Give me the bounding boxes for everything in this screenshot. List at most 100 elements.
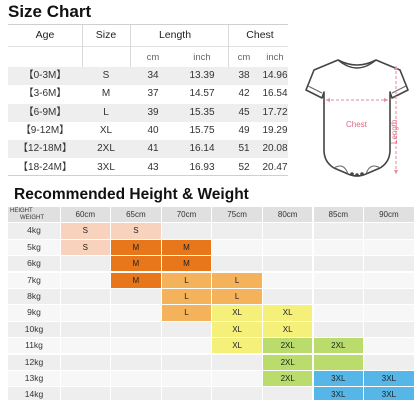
height-header-90cm: 90cm — [364, 207, 414, 222]
height-weight-title-part1: Recommended Height & — [14, 186, 198, 203]
size-recommendation-cell: L — [212, 289, 262, 305]
size-table-units-row: cm inch cm inch — [8, 46, 288, 67]
grid-empty-cell — [313, 305, 363, 321]
size-table-row: 【18-24M】 3XL 43 16.93 52 20.47 — [8, 159, 288, 177]
size-recommendation-cell: M — [161, 256, 212, 272]
height-header-60cm: 60cm — [60, 207, 110, 222]
size-recommendation-cell: L — [212, 272, 262, 288]
size-cell-length-cm: 37 — [147, 88, 159, 100]
size-cell-size: L — [103, 106, 109, 118]
grid-empty-cell — [263, 272, 313, 288]
size-recommendation-cell: XL — [212, 321, 262, 337]
size-cell-age: 【9-12M】 — [20, 124, 70, 136]
grid-empty-cell — [60, 272, 110, 288]
grid-empty-cell — [60, 289, 110, 305]
height-weight-title-part2: Weight — [197, 186, 249, 204]
header-age: Age — [35, 29, 55, 41]
grid-empty-cell — [364, 338, 414, 354]
size-cell-chest-inch: 19.29 — [262, 124, 288, 136]
size-cell-age: 【0-3M】 — [23, 70, 67, 81]
grid-empty-cell — [111, 387, 161, 400]
size-cell-length-inch: 13.39 — [189, 70, 215, 81]
size-recommendation-cell: 3XL — [364, 387, 414, 400]
size-cell-age: 【6-9M】 — [23, 106, 67, 118]
grid-empty-cell — [60, 371, 110, 387]
size-recommendation-cell: XL — [263, 305, 313, 321]
length-label: Length — [390, 119, 399, 144]
size-recommendation-cell: 3XL — [313, 371, 363, 387]
height-header-70cm: 70cm — [161, 207, 212, 222]
grid-empty-cell — [161, 338, 212, 354]
size-cell-length-inch: 15.35 — [189, 106, 215, 118]
size-cell-length-cm: 39 — [147, 106, 159, 118]
grid-empty-cell — [161, 387, 212, 400]
height-header-75cm: 75cm — [212, 207, 262, 222]
grid-empty-cell — [313, 239, 363, 255]
size-recommendation-cell: S — [60, 239, 110, 255]
size-cell-age: 【12-18M】 — [18, 143, 72, 155]
size-recommendation-cell: 2XL — [263, 371, 313, 387]
size-table-row: 【0-3M】 S 34 13.39 38 14.96 — [8, 67, 288, 86]
weight-header-9kg: 9kg — [8, 305, 60, 321]
size-recommendation-cell: 3XL — [313, 387, 363, 400]
size-cell-chest-cm: 51 — [238, 143, 250, 155]
grid-empty-cell — [60, 338, 110, 354]
header-chest: Chest — [246, 29, 274, 41]
size-cell-age: 【18-24M】 — [18, 161, 72, 173]
chest-label: Chest — [346, 120, 367, 129]
header-size: Size — [95, 29, 117, 41]
unit-chest-cm: cm — [237, 52, 251, 63]
grid-empty-cell — [313, 272, 363, 288]
size-chart-table: Age Size Length Chest cm inch cm inch 【0… — [8, 24, 288, 176]
size-chart-title-part2: Chart — [46, 2, 92, 21]
unit-length-cm: cm — [146, 52, 160, 63]
grid-empty-cell — [111, 354, 161, 370]
weight-header-8kg: 8kg — [8, 289, 60, 305]
grid-empty-cell — [60, 354, 110, 370]
grid-empty-cell — [111, 371, 161, 387]
grid-empty-cell — [212, 239, 262, 255]
grid-empty-cell — [364, 305, 414, 321]
grid-empty-cell — [111, 321, 161, 337]
size-cell-length-cm: 43 — [147, 161, 159, 173]
weight-header-14kg: 14kg — [8, 387, 60, 400]
grid-empty-cell — [364, 354, 414, 370]
size-recommendation-cell: 3XL — [364, 371, 414, 387]
grid-empty-cell — [263, 223, 313, 239]
size-recommendation-cell: 2XL — [263, 338, 313, 354]
grid-empty-cell — [212, 256, 262, 272]
size-recommendation-cell: M — [111, 256, 161, 272]
size-table-row: 【9-12M】 XL 40 15.75 49 19.29 — [8, 122, 288, 140]
grid-empty-cell — [263, 256, 313, 272]
size-recommendation-cell: XL — [212, 305, 262, 321]
unit-length-inch: inch — [193, 52, 211, 63]
size-cell-chest-cm: 42 — [238, 88, 250, 100]
weight-header-10kg: 10kg — [8, 321, 60, 337]
size-table-row: 【12-18M】 2XL 41 16.14 51 20.08 — [8, 140, 288, 159]
size-recommendation-cell — [313, 354, 363, 370]
size-cell-size: 2XL — [97, 143, 115, 155]
header-length: Length — [158, 29, 192, 41]
grid-empty-cell — [263, 239, 313, 255]
size-cell-chest-cm: 45 — [238, 106, 250, 118]
weight-header-4kg: 4kg — [8, 223, 60, 239]
size-recommendation-cell: XL — [212, 338, 262, 354]
grid-empty-cell — [364, 289, 414, 305]
size-cell-size: 3XL — [97, 161, 115, 173]
size-cell-length-cm: 41 — [147, 143, 159, 155]
grid-empty-cell — [364, 272, 414, 288]
height-header-85cm: 85cm — [313, 207, 363, 222]
grid-empty-cell — [161, 321, 212, 337]
grid-empty-cell — [364, 256, 414, 272]
size-recommendation-cell: S — [111, 223, 161, 239]
grid-empty-cell — [263, 387, 313, 400]
grid-empty-cell — [212, 223, 262, 239]
grid-empty-cell — [212, 354, 262, 370]
grid-empty-cell — [60, 321, 110, 337]
size-recommendation-cell: L — [161, 272, 212, 288]
size-cell-size: M — [101, 88, 111, 100]
size-recommendation-cell: M — [161, 239, 212, 255]
size-recommendation-cell: 2XL — [313, 338, 363, 354]
grid-empty-cell — [161, 371, 212, 387]
size-cell-chest-inch: 14.96 — [262, 70, 288, 81]
